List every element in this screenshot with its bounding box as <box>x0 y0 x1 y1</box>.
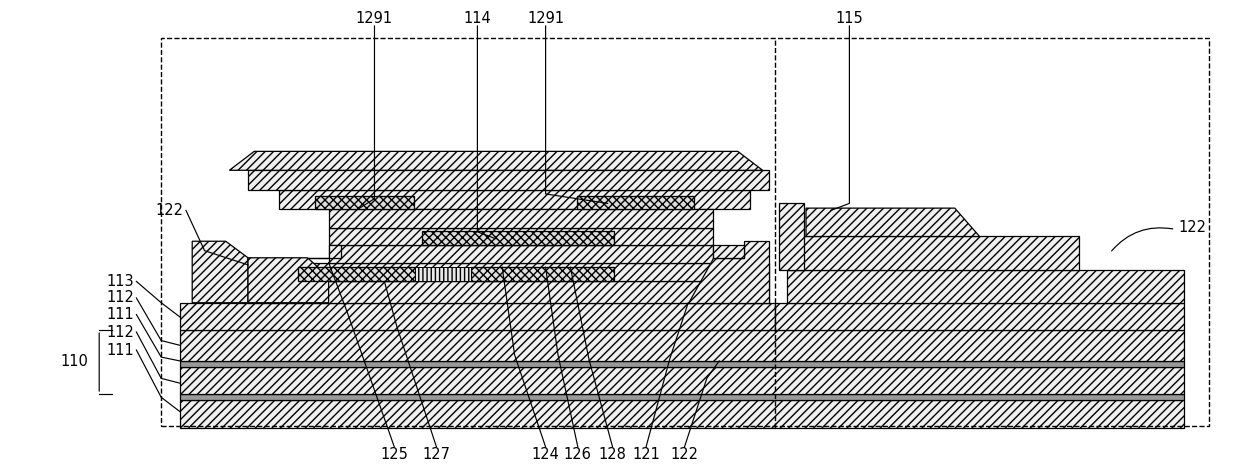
Text: 114: 114 <box>464 11 491 26</box>
Text: 112: 112 <box>107 290 134 306</box>
Polygon shape <box>787 236 1079 270</box>
Text: 128: 128 <box>599 447 626 462</box>
Bar <box>577 196 694 209</box>
Bar <box>248 263 769 281</box>
Text: 124: 124 <box>532 447 559 462</box>
Text: 122: 122 <box>671 447 698 462</box>
Polygon shape <box>806 208 980 236</box>
Bar <box>415 267 471 281</box>
Bar <box>248 170 769 190</box>
Text: 122: 122 <box>1178 219 1207 235</box>
Bar <box>315 196 414 209</box>
Polygon shape <box>229 151 763 170</box>
Polygon shape <box>248 258 329 303</box>
Text: 126: 126 <box>564 447 591 462</box>
Bar <box>180 361 1184 367</box>
Text: 121: 121 <box>632 447 660 462</box>
Polygon shape <box>688 241 769 303</box>
Bar <box>298 267 415 281</box>
Text: 113: 113 <box>107 274 134 289</box>
Polygon shape <box>787 270 1184 303</box>
Polygon shape <box>713 245 744 258</box>
Bar <box>180 394 1184 400</box>
Text: 1291: 1291 <box>356 11 393 26</box>
Polygon shape <box>192 241 248 303</box>
Polygon shape <box>308 245 341 258</box>
Text: 125: 125 <box>381 447 408 462</box>
Polygon shape <box>779 203 804 270</box>
Text: 127: 127 <box>423 447 450 462</box>
FancyArrowPatch shape <box>1111 228 1173 251</box>
Bar <box>161 38 1209 426</box>
Text: 111: 111 <box>107 307 134 322</box>
Text: 122: 122 <box>155 203 184 218</box>
Bar <box>180 303 775 330</box>
Bar <box>329 245 713 263</box>
Bar <box>279 190 750 209</box>
Bar <box>775 303 1184 330</box>
Bar <box>329 228 713 245</box>
Bar <box>422 231 614 245</box>
Bar <box>180 330 1184 361</box>
Bar <box>471 267 614 281</box>
Text: 1291: 1291 <box>527 11 564 26</box>
Bar <box>329 209 713 228</box>
Text: 112: 112 <box>107 324 134 340</box>
Bar <box>180 400 1184 428</box>
Text: 115: 115 <box>836 11 863 26</box>
Bar <box>180 367 1184 394</box>
Bar <box>248 281 769 303</box>
Text: 111: 111 <box>107 342 134 358</box>
Text: 110: 110 <box>61 354 88 369</box>
